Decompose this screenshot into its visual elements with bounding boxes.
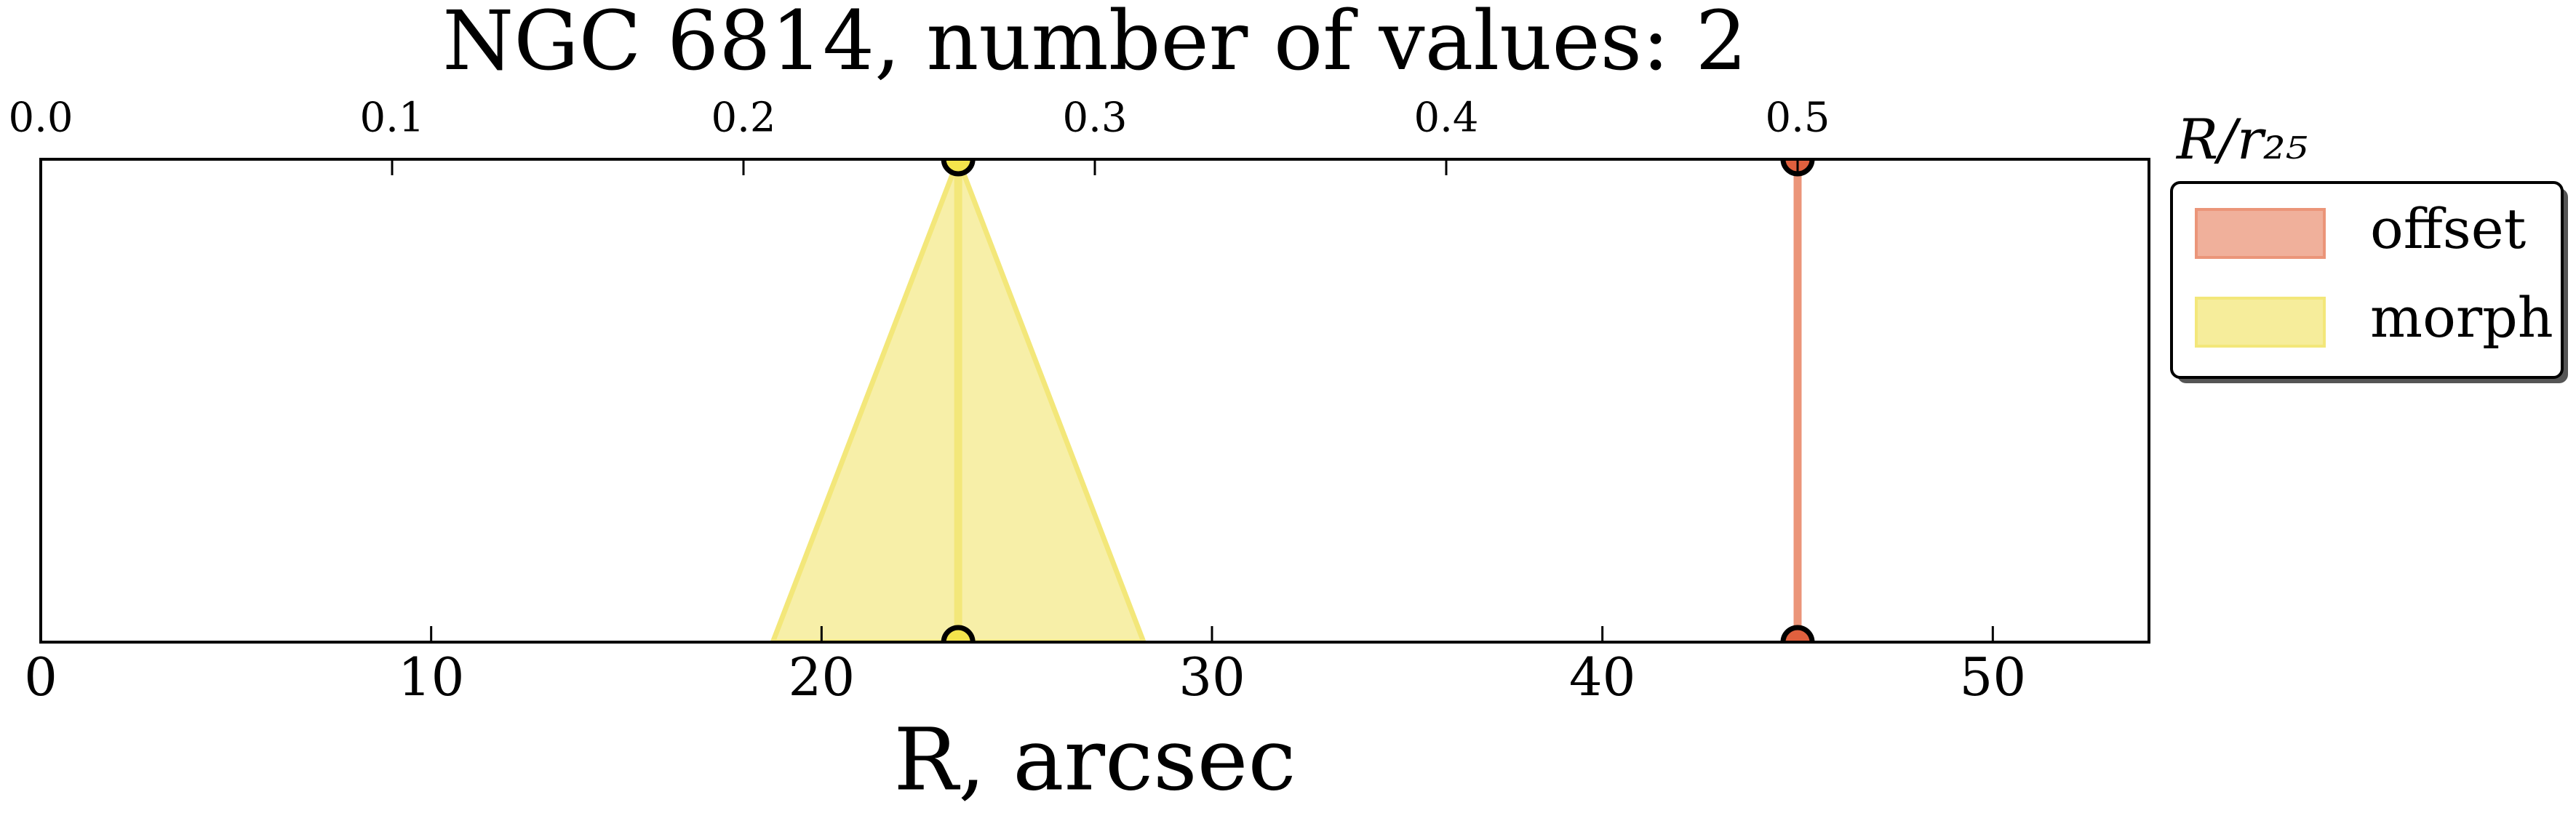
- legend-label: offset: [2370, 196, 2526, 261]
- value-marker: [1780, 625, 1815, 642]
- legend-swatch: [2195, 297, 2326, 348]
- plot-area: [770, 159, 1815, 642]
- legend-label: morph: [2370, 285, 2553, 350]
- x-tick-label: 30: [1179, 646, 1245, 708]
- value-marker: [941, 625, 976, 642]
- x-axis-label: R, arcsec: [893, 710, 1296, 810]
- top-tick-label: 0.0: [8, 95, 73, 142]
- x-tick-label: 10: [398, 646, 465, 708]
- x-tick-label: 50: [1960, 646, 2027, 708]
- value-marker: [941, 159, 976, 177]
- legend-swatch: [2195, 208, 2326, 259]
- x-tick-label: 0: [24, 646, 57, 708]
- top-tick-label: 0.3: [1062, 95, 1127, 142]
- top-tick-label: 0.1: [359, 95, 424, 142]
- top-axis-label: R/r₂₅: [2175, 107, 2308, 172]
- top-tick-label: 0.5: [1765, 95, 1830, 142]
- chart-title: NGC 6814, number of values: 2: [442, 0, 1747, 89]
- x-tick-label: 40: [1569, 646, 1636, 708]
- top-tick-label: 0.2: [711, 95, 775, 142]
- legend: offset morph: [2195, 196, 2553, 350]
- top-tick-label: 0.4: [1413, 95, 1478, 142]
- x-tick-label: 20: [789, 646, 856, 708]
